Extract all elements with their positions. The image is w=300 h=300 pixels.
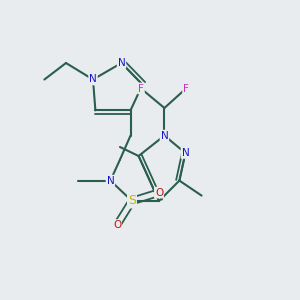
Text: O: O [155, 188, 163, 198]
Text: F: F [138, 83, 144, 94]
Text: N: N [89, 74, 97, 85]
Text: S: S [128, 194, 136, 208]
Text: N: N [118, 58, 125, 68]
Text: N: N [182, 148, 189, 158]
Text: F: F [183, 83, 189, 94]
Text: O: O [113, 220, 121, 230]
Text: N: N [160, 130, 168, 141]
Text: N: N [106, 176, 114, 186]
